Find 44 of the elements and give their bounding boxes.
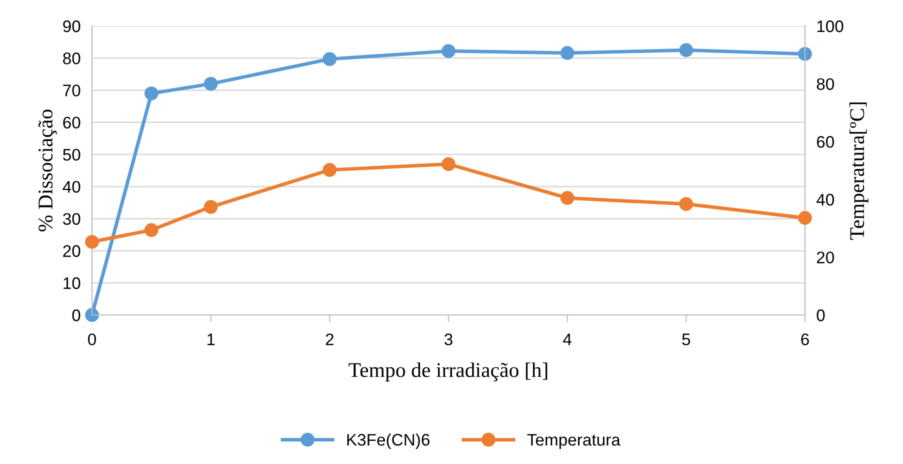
y-tick-label: 20 (63, 245, 80, 257)
y2-tick-label: 40 (816, 194, 834, 206)
legend-label: K3Fe(CN)6 (347, 433, 430, 449)
y2-tick-label: 80 (816, 78, 834, 90)
x-axis-title: Tempo de irradiação [h] (348, 362, 548, 382)
y-axis-title: % Dissociação (38, 110, 57, 232)
y-tick-label: 40 (62, 180, 80, 193)
x-tick-label: 2 (326, 333, 334, 346)
x-tick-label: 3 (444, 333, 452, 346)
y-tick-label: 0 (72, 309, 80, 322)
y2-tick-label: 60 (816, 136, 834, 148)
x-tick-label: 0 (88, 333, 96, 346)
y-tick-label: 90 (63, 20, 80, 32)
x-tick-label: 5 (682, 334, 690, 346)
point (85, 308, 99, 322)
point (322, 162, 337, 177)
y-tick-label: 60 (63, 116, 80, 129)
y-tick-label: 30 (62, 213, 80, 225)
point (442, 44, 456, 58)
point (442, 157, 456, 172)
point (204, 76, 218, 91)
point (204, 200, 218, 214)
point (560, 191, 574, 205)
y-tick-label: 50 (63, 148, 80, 161)
y2-tick-label: 100 (817, 20, 844, 32)
point (85, 234, 99, 249)
point (322, 52, 337, 66)
y2-tick-label: 20 (816, 252, 834, 264)
point (144, 86, 158, 100)
y2-tick-label: 0 (816, 309, 825, 322)
y-tick-label: 80 (63, 52, 80, 64)
point (560, 46, 574, 60)
y-tick-label: 10 (64, 277, 80, 290)
point (679, 197, 694, 211)
x-tick-label: 1 (207, 334, 215, 346)
x-tick-label: 4 (563, 334, 572, 346)
point (798, 210, 812, 225)
point (798, 46, 812, 61)
x-tick-label: 6 (801, 333, 809, 346)
y-tick-label: 70 (63, 84, 80, 96)
y2-axis-title: Temperatura[ºC] (849, 102, 868, 240)
point (679, 43, 694, 58)
point (144, 223, 158, 237)
legend-label: Temperatura (527, 434, 620, 449)
